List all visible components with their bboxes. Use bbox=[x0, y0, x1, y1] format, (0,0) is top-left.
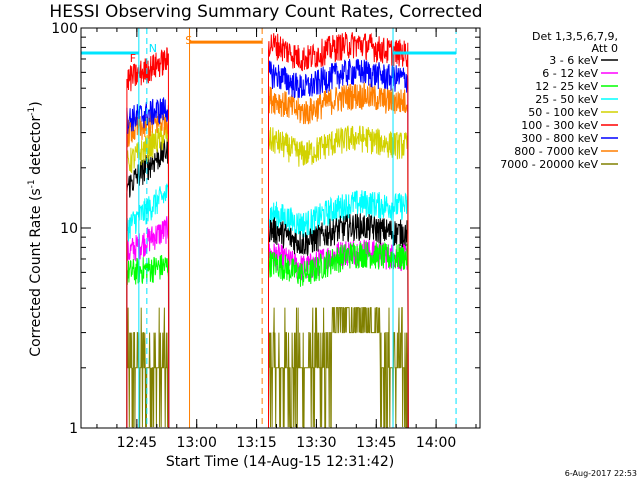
x-axis-label: Start Time (14-Aug-15 12:31:42) bbox=[166, 454, 394, 470]
series-trace bbox=[268, 124, 409, 429]
legend-header-detectors: Det 1,3,5,6,7,9, bbox=[532, 30, 618, 43]
series-12-25-kev bbox=[126, 241, 409, 429]
legend-label-2: 12 - 25 keV bbox=[535, 80, 598, 93]
legend-label-4: 50 - 100 keV bbox=[528, 106, 598, 119]
y-axis-label-sup1: -1 bbox=[27, 179, 37, 188]
series-trace bbox=[126, 47, 170, 429]
legend-label-1: 6 - 12 keV bbox=[542, 67, 598, 80]
x-tick-label-4: 13:45 bbox=[356, 435, 396, 451]
y-axis-label-part2: detector bbox=[28, 116, 44, 180]
flag-layer: FN S bbox=[130, 34, 193, 65]
series-trace bbox=[268, 213, 409, 429]
y-tick-label-2: 100 bbox=[51, 21, 78, 37]
series-trace bbox=[126, 137, 170, 429]
y-axis-label: Corrected Count Rate (s-1 detector-1) bbox=[27, 101, 44, 356]
series-trace bbox=[126, 307, 170, 429]
legend-label-6: 300 - 800 keV bbox=[521, 132, 598, 145]
x-axis-ticks: 12:45 13:00 13:15 13:30 13:45 14:00 bbox=[96, 28, 477, 451]
series-7000-20000-kev bbox=[126, 307, 409, 429]
legend-label-5: 100 - 300 keV bbox=[521, 119, 598, 132]
y-axis-label-part1: Corrected Count Rate (s bbox=[28, 188, 44, 356]
plot-area: FN S 12:45 13:00 13:15 13:30 13:45 14:00 1 10 10… bbox=[51, 21, 481, 451]
legend-label-7: 800 - 7000 keV bbox=[514, 145, 598, 158]
y-tick-label-0: 1 bbox=[69, 421, 78, 437]
series-trace bbox=[126, 254, 170, 429]
flag-label-f: F bbox=[130, 52, 136, 65]
flag-label-s: S bbox=[185, 34, 192, 47]
series-trace bbox=[126, 120, 170, 429]
series-50-100-kev bbox=[126, 120, 409, 429]
series-layer bbox=[126, 32, 409, 429]
series-100-300-kev bbox=[126, 32, 409, 429]
x-tick-label-5: 14:00 bbox=[416, 435, 456, 451]
series-300-800-kev bbox=[126, 58, 409, 429]
series-trace bbox=[268, 58, 409, 429]
x-tick-label-3: 13:30 bbox=[296, 435, 336, 451]
series-3-6-kev bbox=[126, 137, 409, 429]
y-axis-label-part3: ) bbox=[28, 101, 44, 106]
series-25-50-kev bbox=[126, 183, 409, 429]
timestamp: 6-Aug-2017 22:53 bbox=[565, 469, 637, 478]
chart-title: HESSI Observing Summary Count Rates, Cor… bbox=[49, 2, 482, 22]
x-tick-label-2: 13:15 bbox=[236, 435, 276, 451]
flag-label-n: N bbox=[149, 42, 157, 55]
series-trace bbox=[268, 241, 409, 429]
series-trace bbox=[268, 82, 409, 429]
legend-label-3: 25 - 50 keV bbox=[535, 93, 598, 106]
legend-header-attenuator: Att 0 bbox=[592, 42, 618, 55]
series-trace bbox=[126, 216, 170, 429]
x-tick-label-1: 13:00 bbox=[177, 435, 217, 451]
series-trace bbox=[126, 97, 170, 429]
series-trace bbox=[268, 190, 409, 429]
legend-label-0: 3 - 6 keV bbox=[549, 54, 598, 67]
y-axis-ticks: 1 10 100 bbox=[51, 21, 480, 437]
series-trace bbox=[126, 183, 170, 429]
marker-layer bbox=[81, 28, 457, 428]
legend-label-8: 7000 - 20000 keV bbox=[500, 158, 598, 171]
x-tick-label-0: 12:45 bbox=[117, 435, 157, 451]
series-trace bbox=[268, 32, 409, 429]
y-tick-label-1: 10 bbox=[60, 221, 78, 237]
y-axis-label-sup2: -1 bbox=[27, 107, 37, 116]
series-trace bbox=[268, 307, 409, 429]
